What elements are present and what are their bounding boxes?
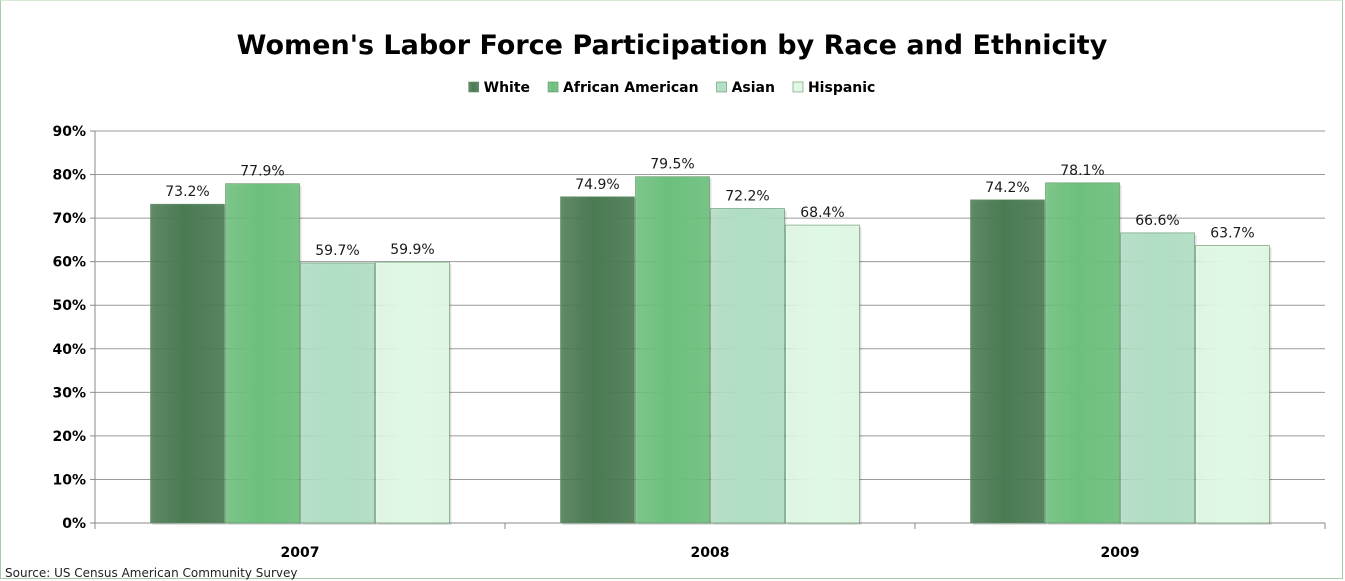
ytick-label: 0% [62, 516, 86, 532]
legend-swatch [716, 81, 727, 93]
bar-asian-2007 [300, 262, 377, 525]
bar-fill [785, 224, 860, 524]
legend-item-african-american: African American [547, 80, 699, 96]
bar-fill [375, 261, 450, 524]
chart-title: Women's Labor Force Participation by Rac… [237, 30, 1108, 61]
data-label: 74.9% [575, 177, 619, 193]
xtick-label-2009: 2009 [1101, 545, 1140, 561]
bar-asian-2009 [1120, 232, 1197, 526]
legend-label: White [484, 80, 530, 96]
data-label: 79.5% [650, 157, 694, 173]
bar-hispanic-2007 [375, 261, 452, 525]
legend-label: Asian [732, 80, 775, 96]
bar-hispanic-2008 [785, 224, 862, 525]
legend-swatch [468, 81, 479, 93]
bar-fill [1045, 182, 1120, 524]
legend-swatch [547, 81, 559, 93]
legend-label: Hispanic [808, 80, 875, 96]
ytick-label: 80% [52, 168, 86, 184]
data-label: 63.7% [1210, 226, 1254, 242]
legend-label: African American [563, 80, 699, 96]
bar-white-2009 [970, 199, 1047, 525]
data-label: 68.4% [800, 205, 844, 221]
bar-fill [710, 208, 785, 524]
bar-white-2008 [560, 196, 637, 525]
bar-fill [1195, 245, 1270, 524]
xtick-label-2008: 2008 [691, 545, 730, 561]
bar-asian-2008 [710, 208, 787, 526]
bar-african-american-2008 [635, 176, 712, 525]
bar-fill [560, 196, 635, 524]
y-axis: 0% 10% 20% 30% 40% 50% 60% 70% 80% 90% [52, 124, 96, 532]
ytick-label: 20% [52, 429, 86, 445]
legend-item-asian: Asian [716, 80, 775, 96]
ytick-label: 90% [52, 124, 86, 140]
bar-white-2007 [150, 203, 227, 525]
bar-fill [970, 199, 1045, 524]
data-label: 59.9% [390, 242, 434, 258]
ytick-label: 60% [52, 255, 86, 271]
data-label: 73.2% [165, 184, 209, 200]
bar-hispanic-2009 [1195, 245, 1272, 525]
bar-fill [635, 176, 710, 524]
data-label: 72.2% [725, 189, 769, 205]
data-label: 77.9% [240, 164, 284, 180]
data-label: 59.7% [315, 243, 359, 259]
ytick-label: 70% [52, 211, 86, 227]
legend-item-white: White [468, 80, 530, 96]
x-axis: 2007 2008 2009 [94, 523, 1326, 561]
bars [150, 176, 1272, 526]
legend-item-hispanic: Hispanic [792, 80, 875, 96]
data-label: 78.1% [1060, 163, 1104, 179]
bar-fill [225, 183, 300, 524]
ytick-label: 50% [52, 298, 86, 314]
data-labels: 73.2% 77.9% 59.7% 59.9% 74.9% 79.5% 72.2% 68.4%… [165, 157, 1254, 259]
bar-fill [1120, 232, 1195, 524]
ytick-label: 30% [52, 385, 86, 401]
bar-african-american-2007 [225, 183, 302, 526]
gridlines [95, 130, 1325, 524]
legend: White African American Asian Hispanic [468, 80, 875, 96]
legend-swatch [792, 81, 804, 93]
bar-chart: Women's Labor Force Participation by Rac… [52, 30, 1326, 561]
source-note: Source: US Census American Community Sur… [5, 566, 298, 580]
data-label: 66.6% [1135, 213, 1179, 229]
data-label: 74.2% [985, 180, 1029, 196]
ytick-label: 10% [52, 472, 86, 488]
xtick-label-2007: 2007 [281, 545, 320, 561]
ytick-label: 40% [52, 342, 86, 358]
bar-african-american-2009 [1045, 182, 1122, 525]
bar-fill [300, 262, 375, 524]
bar-fill [150, 203, 225, 524]
